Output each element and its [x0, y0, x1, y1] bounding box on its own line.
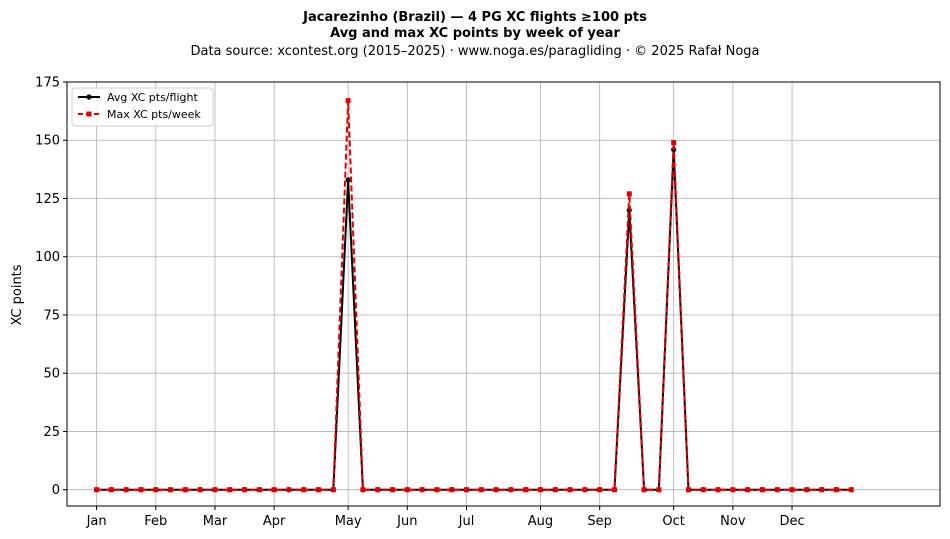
- chart-source-note: Data source: xcontest.org (2015–2025) · …: [190, 44, 759, 59]
- data-point-series-2: [94, 487, 100, 493]
- data-point-series-2: [345, 98, 351, 104]
- data-point-series-2: [301, 487, 307, 493]
- data-point-series-2: [685, 487, 691, 493]
- data-point-series-2: [404, 487, 410, 493]
- x-tick-label: Jun: [396, 514, 417, 529]
- data-point-series-2: [582, 487, 588, 493]
- x-tick-label: Jan: [86, 514, 107, 529]
- legend-marker-1: [86, 94, 92, 100]
- x-tick-label: May: [335, 514, 362, 529]
- data-point-series-2: [611, 487, 617, 493]
- data-point-series-2: [197, 487, 203, 493]
- data-point-series-2: [759, 487, 765, 493]
- x-tick-label: Apr: [263, 514, 286, 529]
- data-point-series-2: [671, 140, 677, 146]
- data-point-series-2: [774, 487, 780, 493]
- y-axis-label: XC points: [10, 264, 25, 325]
- plot-frame: [66, 81, 941, 507]
- x-tick-label: Dec: [779, 514, 804, 529]
- data-point-series-2: [789, 487, 795, 493]
- data-point-series-2: [537, 487, 543, 493]
- y-tick-label: 75: [43, 308, 60, 323]
- data-point-series-2: [138, 487, 144, 493]
- data-point-series-2: [523, 487, 529, 493]
- data-point-series-2: [493, 487, 499, 493]
- data-point-series-2: [848, 487, 854, 493]
- y-tick-label: 175: [35, 76, 60, 91]
- chart-subtitle: Avg and max XC points by week of year: [330, 26, 620, 41]
- data-point-series-2: [242, 487, 248, 493]
- legend-label-2: Max XC pts/week: [107, 108, 201, 121]
- y-tick-label: 125: [35, 192, 60, 207]
- plot-area: 0 25 50 75 100 125 150 175 Jan Feb Mar Apr May Jun Jul…: [35, 76, 941, 529]
- data-point-series-2: [745, 487, 751, 493]
- legend-label-1: Avg XC pts/flight: [107, 91, 198, 104]
- data-point-series-2: [286, 487, 292, 493]
- data-point-series-2: [390, 487, 396, 493]
- data-point-series-2: [182, 487, 188, 493]
- legend: Avg XC pts/flight Max XC pts/week: [71, 87, 214, 127]
- data-point-series-2: [330, 487, 336, 493]
- data-point-series-2: [567, 487, 573, 493]
- data-point-series-2: [153, 487, 159, 493]
- data-point-series-2: [449, 487, 455, 493]
- y-tick-label: 150: [35, 134, 60, 149]
- data-point-series-2: [730, 487, 736, 493]
- data-point-series-2: [256, 487, 262, 493]
- x-tick-label: Oct: [662, 514, 684, 529]
- data-point-series-2: [819, 487, 825, 493]
- data-point-series-2: [212, 487, 218, 493]
- data-point-series-2: [478, 487, 484, 493]
- data-point-series-2: [508, 487, 514, 493]
- data-point-series-2: [227, 487, 233, 493]
- data-point-series-2: [419, 487, 425, 493]
- x-tick-label: Nov: [720, 514, 746, 529]
- data-point-series-2: [552, 487, 558, 493]
- data-point-series-2: [434, 487, 440, 493]
- series-line-2: [96, 99, 852, 491]
- data-point-series-2: [316, 487, 322, 493]
- chart-title: Jacarezinho (Brazil) — 4 PG XC flights ≥…: [302, 10, 647, 25]
- data-point-series-2: [641, 487, 647, 493]
- y-tick-label: 0: [52, 483, 60, 498]
- x-tick-label: Aug: [528, 514, 553, 529]
- x-tick-label: Sep: [587, 514, 612, 529]
- data-point-series-2: [271, 487, 277, 493]
- data-point-series-2: [715, 487, 721, 493]
- legend-box: [71, 87, 214, 127]
- x-tick-label: Jul: [458, 514, 475, 529]
- data-point-series-2: [108, 487, 114, 493]
- x-tick-label: Mar: [203, 514, 228, 529]
- data-point-series-2: [597, 487, 603, 493]
- y-tick-label: 25: [43, 425, 60, 440]
- data-point-series-2: [656, 487, 662, 493]
- series-line-1: [96, 148, 852, 491]
- data-point-series-2: [375, 487, 381, 493]
- data-point-series-2: [168, 487, 174, 493]
- x-tick-label: Feb: [144, 514, 167, 529]
- y-tick-label: 50: [43, 367, 60, 382]
- data-point-series-2: [700, 487, 706, 493]
- data-point-series-1: [345, 177, 351, 183]
- data-point-series-2: [464, 487, 470, 493]
- legend-marker-2: [86, 111, 92, 117]
- y-tick-label: 100: [35, 250, 60, 265]
- data-point-series-2: [804, 487, 810, 493]
- data-point-series-2: [123, 487, 129, 493]
- data-point-series-2: [833, 487, 839, 493]
- data-point-series-2: [626, 191, 632, 197]
- data-point-series-2: [360, 487, 366, 493]
